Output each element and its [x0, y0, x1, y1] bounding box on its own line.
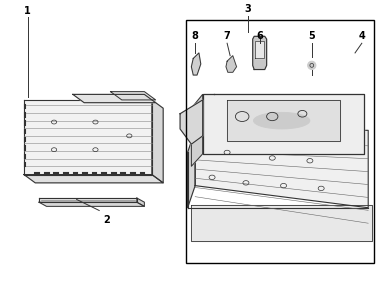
Polygon shape [39, 202, 144, 206]
Polygon shape [188, 130, 195, 208]
Ellipse shape [254, 112, 310, 129]
Text: 8: 8 [192, 31, 199, 41]
Polygon shape [180, 100, 203, 144]
Polygon shape [195, 130, 368, 208]
Polygon shape [203, 94, 365, 154]
Polygon shape [191, 205, 372, 241]
Ellipse shape [308, 61, 316, 69]
Text: 6: 6 [257, 31, 264, 41]
Polygon shape [253, 36, 266, 69]
Text: 7: 7 [224, 31, 230, 41]
Polygon shape [24, 100, 152, 175]
Text: 3: 3 [244, 4, 251, 14]
Polygon shape [255, 41, 264, 58]
Text: 2: 2 [103, 215, 110, 225]
Polygon shape [191, 94, 203, 166]
Polygon shape [227, 100, 340, 141]
Polygon shape [73, 94, 156, 103]
Text: 5: 5 [309, 31, 315, 41]
Polygon shape [24, 175, 163, 183]
Polygon shape [137, 198, 144, 206]
Polygon shape [226, 56, 236, 72]
Polygon shape [111, 92, 156, 100]
Text: 1: 1 [24, 6, 31, 16]
Text: 4: 4 [359, 31, 365, 41]
Polygon shape [152, 100, 163, 183]
Polygon shape [39, 198, 137, 202]
Bar [186, 20, 374, 263]
Polygon shape [191, 53, 201, 75]
